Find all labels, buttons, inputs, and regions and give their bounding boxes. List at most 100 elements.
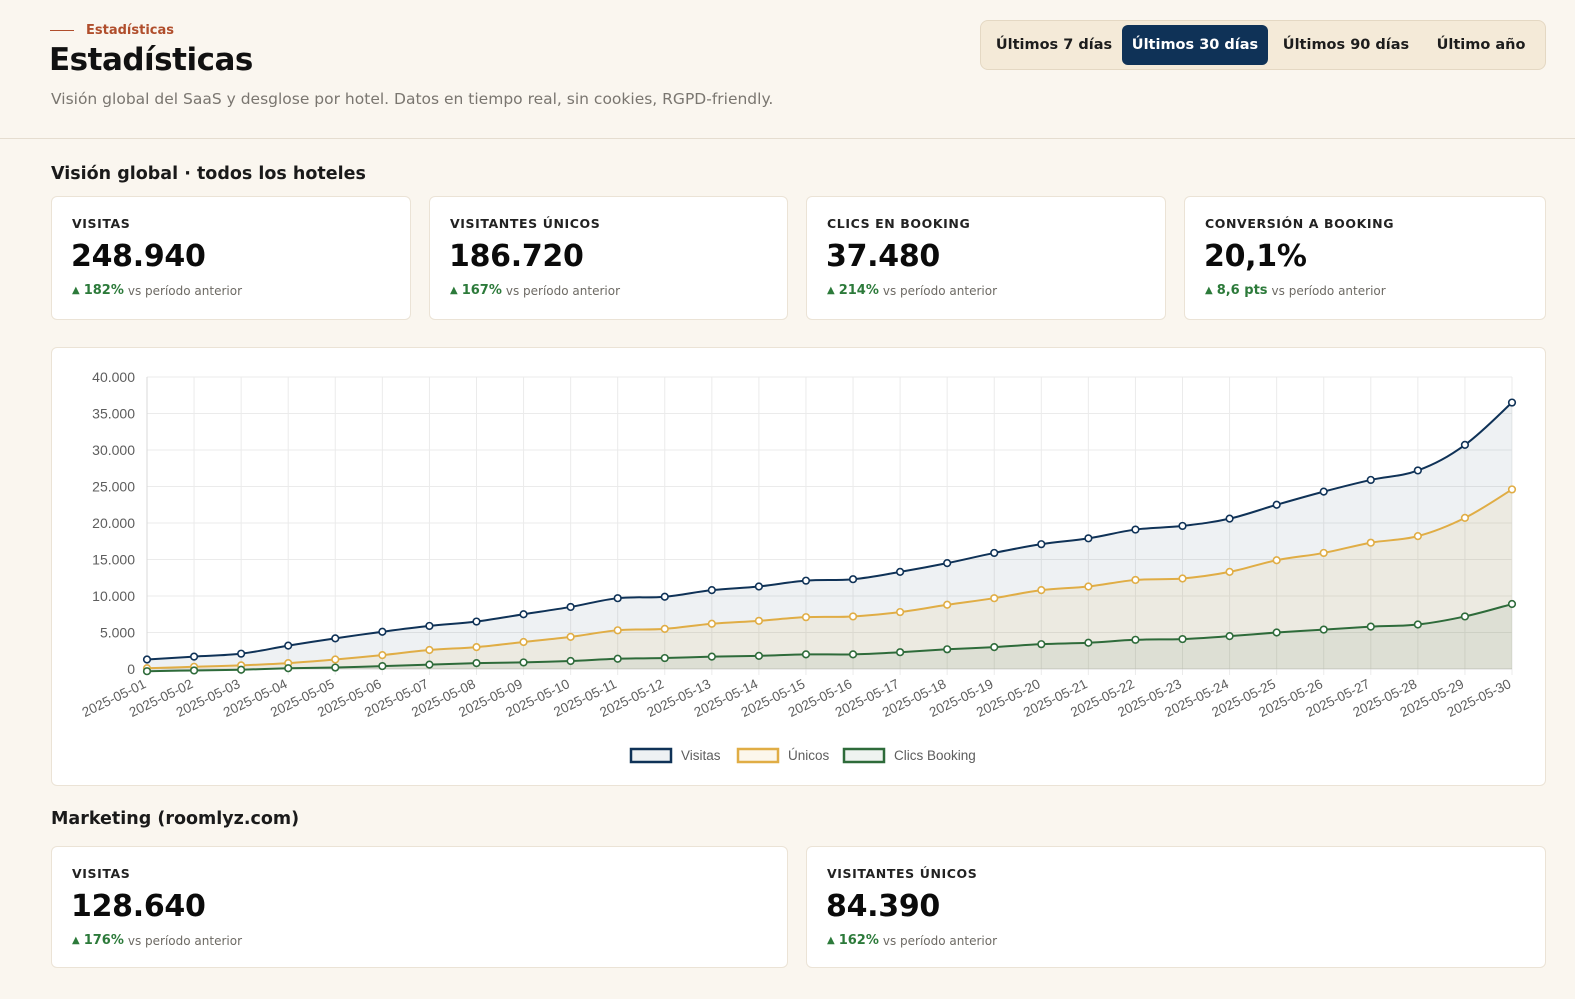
data-point	[1272, 500, 1281, 509]
trend-up-icon: ▲	[72, 935, 80, 946]
global-section-title: Visión global · todos los hoteles	[51, 164, 366, 184]
data-point	[707, 619, 716, 628]
range-year-button[interactable]: Último año	[1436, 37, 1526, 53]
kpi-delta: ▲ 167% vs período anterior	[450, 283, 620, 298]
kpi-delta: ▲ 182% vs período anterior	[72, 283, 242, 298]
data-point	[1319, 548, 1328, 558]
kpi-card-booking-clicks: CLICS EN BOOKING 37.480 ▲ 214% vs períod…	[806, 196, 1166, 320]
kpi-card-unique-visitors: VISITANTES ÚNICOS 186.720 ▲ 167% vs perí…	[429, 196, 788, 320]
data-point	[943, 645, 952, 654]
kpi-delta: ▲ 162% vs período anterior	[827, 933, 997, 948]
data-point	[1084, 638, 1093, 647]
trend-chart[interactable]: 0 5.000 10.000 15.000 20.000 25.000 30.000 35.0…	[52, 348, 1547, 787]
kpi-value: 128.640	[71, 889, 206, 924]
legend-swatch	[842, 747, 886, 764]
data-point	[660, 592, 669, 601]
series-area	[147, 604, 1512, 672]
page-title: Estadísticas	[49, 42, 253, 78]
data-point	[284, 664, 293, 673]
data-point	[472, 617, 481, 626]
marketing-kpi-card-visits: VISITAS 128.640 ▲ 176% vs período anteri…	[51, 846, 788, 968]
data-point	[566, 656, 575, 666]
series-area	[147, 402, 1512, 669]
data-point	[425, 660, 434, 669]
kpi-label: CONVERSIÓN A BOOKING	[1205, 216, 1395, 231]
data-point	[189, 652, 199, 661]
legend-label: Únicos	[788, 748, 830, 763]
breadcrumb-label[interactable]: Estadísticas	[86, 23, 174, 38]
kpi-delta-note: vs período anterior	[1271, 283, 1386, 298]
data-point	[1366, 622, 1375, 631]
breadcrumb: Estadísticas	[50, 23, 174, 38]
data-point	[1319, 487, 1328, 496]
trend-chart-card: 0 5.000 10.000 15.000 20.000 25.000 30.000 35.0…	[51, 347, 1546, 786]
data-point	[801, 613, 811, 622]
page-subtitle: Visión global del SaaS y desglose por ho…	[51, 90, 774, 108]
data-point	[707, 586, 716, 595]
breadcrumb-divider	[50, 30, 74, 31]
kpi-delta-note: vs período anterior	[505, 283, 621, 298]
data-point	[1131, 635, 1140, 644]
data-point	[1413, 532, 1422, 541]
data-point	[1507, 485, 1517, 494]
y-tick-label: 10.000	[92, 588, 135, 604]
data-point	[142, 667, 152, 676]
kpi-delta-value: 214%	[838, 283, 879, 298]
data-point	[990, 594, 999, 603]
kpi-delta: ▲ 214% vs período anterior	[827, 283, 997, 298]
data-point	[566, 602, 575, 612]
data-point	[189, 666, 199, 675]
data-point	[237, 649, 246, 658]
trend-up-icon: ▲	[1205, 285, 1213, 296]
y-tick-label: 40.000	[92, 369, 135, 385]
kpi-delta-value: 167%	[461, 283, 502, 298]
kpi-delta-value: 182%	[83, 283, 124, 298]
data-point	[237, 665, 246, 674]
trend-up-icon: ▲	[72, 285, 80, 296]
data-point	[613, 626, 622, 635]
date-range-selector: Últimos 7 días Últimos 30 días Últimos 9…	[980, 20, 1546, 70]
data-point	[378, 661, 387, 671]
data-point	[896, 648, 905, 657]
data-point	[284, 641, 293, 650]
y-tick-label: 35.000	[92, 406, 135, 422]
data-point	[1037, 640, 1046, 649]
kpi-label: VISITAS	[72, 216, 131, 231]
marketing-kpi-card-unique-visitors: VISITANTES ÚNICOS 84.390 ▲ 162% vs perío…	[806, 846, 1546, 968]
data-point	[1178, 574, 1187, 583]
data-point	[1507, 599, 1517, 609]
kpi-label: VISITANTES ÚNICOS	[827, 866, 978, 881]
range-90-days-button[interactable]: Últimos 90 días	[1282, 37, 1410, 53]
kpi-delta-value: 8,6 pts	[1216, 283, 1268, 298]
kpi-value: 186.720	[449, 239, 584, 274]
data-point	[142, 655, 152, 664]
data-point	[1084, 582, 1093, 591]
range-7-days-button[interactable]: Últimos 7 días	[995, 37, 1113, 53]
series-line	[146, 488, 1513, 670]
y-tick-label: 30.000	[92, 442, 135, 458]
data-point	[896, 567, 905, 577]
data-point	[1366, 538, 1375, 547]
data-point	[1413, 466, 1422, 475]
kpi-value: 37.480	[826, 239, 940, 274]
kpi-label: VISITANTES ÚNICOS	[450, 216, 601, 231]
range-30-days-button[interactable]: Últimos 30 días	[1122, 25, 1268, 65]
data-point	[848, 575, 858, 584]
data-point	[566, 632, 575, 641]
data-point	[1460, 612, 1470, 621]
series-area	[147, 489, 1512, 669]
data-point	[660, 653, 669, 663]
data-point	[613, 654, 622, 663]
kpi-delta: ▲ 176% vs período anterior	[72, 933, 242, 948]
data-point	[1178, 634, 1187, 644]
data-point	[754, 651, 763, 660]
data-point	[378, 627, 387, 636]
data-point	[1178, 521, 1187, 531]
data-point	[425, 621, 434, 631]
kpi-delta-value: 162%	[838, 933, 879, 948]
data-point	[1131, 575, 1140, 585]
data-point	[754, 616, 763, 625]
data-point	[943, 559, 952, 568]
kpi-delta-value: 176%	[83, 933, 124, 948]
data-point	[801, 576, 811, 585]
